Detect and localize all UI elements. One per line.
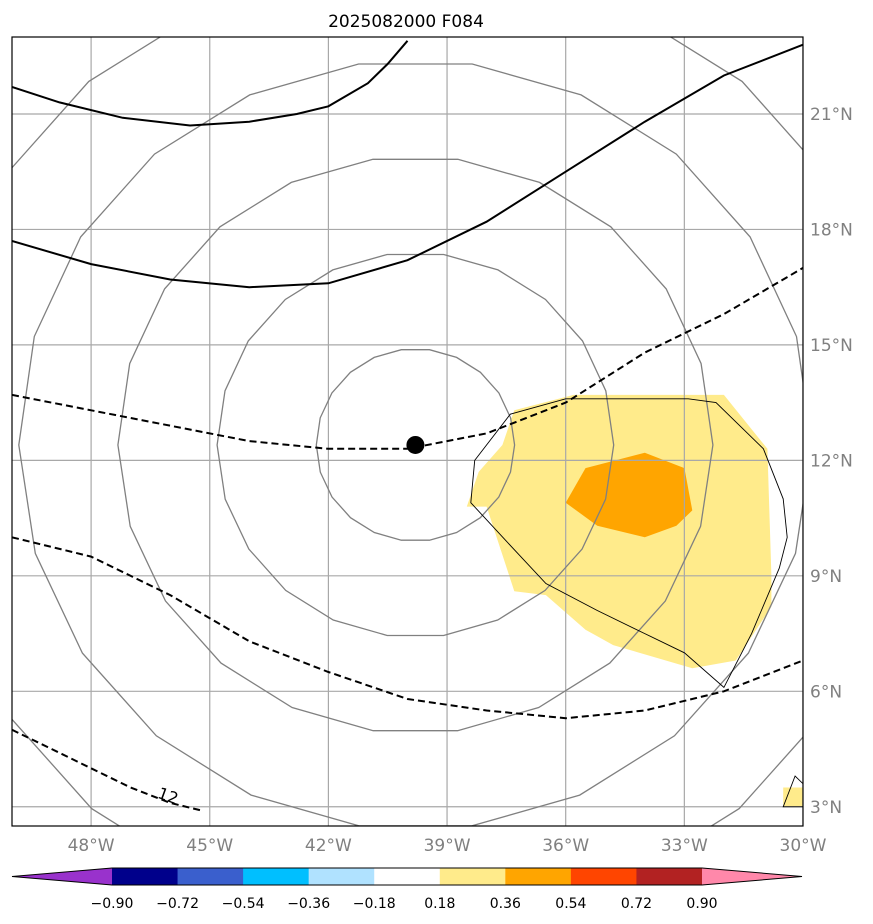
plot-frame (11, 36, 804, 827)
gridlines (12, 37, 803, 826)
solid-contour-1 (12, 43, 803, 289)
colorbar-swatch-1 (177, 868, 244, 885)
shaded-anomaly-layer (466, 394, 803, 807)
outline-contour-1 (782, 775, 803, 808)
y-tick-label-4: 15°N (810, 336, 853, 356)
x-tick-label-5: 33°W (661, 836, 708, 856)
colorbar-swatch-5 (439, 868, 506, 885)
colorbar-tick-label-9: 0.90 (686, 896, 717, 912)
colorbar-tick-label-8: 0.72 (621, 896, 652, 912)
chart-title: 2025082000 F084 (328, 12, 484, 32)
colorbar-swatch-3 (308, 868, 375, 885)
x-tick-label-6: 30°W (780, 836, 827, 856)
dashed-contour-2 (12, 728, 203, 812)
colorbar-tick-label-0: −0.90 (91, 896, 134, 912)
storm-center-dot (406, 435, 425, 454)
colorbar-frame (11, 867, 803, 886)
colorbar-extend-low (12, 868, 112, 885)
colorbar-swatch-8 (636, 868, 703, 885)
y-tick-label-0: 3°N (810, 798, 842, 818)
solid-contours (12, 40, 803, 289)
outline-contours (470, 398, 803, 808)
x-tick-label-2: 42°W (305, 836, 352, 856)
colorbar-tick-label-1: −0.72 (156, 896, 199, 912)
x-tick-label-0: 48°W (68, 836, 115, 856)
colorbar-tick-label-3: −0.36 (287, 896, 330, 912)
colorbar-tick-label-6: 0.36 (490, 896, 521, 912)
shaded-region-2 (783, 787, 803, 807)
colorbar-tick-label-7: 0.54 (555, 896, 586, 912)
y-tick-label-6: 21°N (810, 105, 853, 125)
colorbar-swatch-7 (570, 868, 637, 885)
x-tick-label-3: 39°W (424, 836, 471, 856)
colorbar-swatch-6 (505, 868, 572, 885)
range-ring-1 (216, 253, 615, 637)
outline-contour-0 (470, 398, 788, 689)
colorbar-tick-label-2: −0.54 (222, 896, 265, 912)
y-tick-label-2: 9°N (810, 567, 842, 587)
center-marker (406, 435, 425, 454)
dashed-contour-1 (12, 536, 803, 720)
range-ring-2 (117, 158, 714, 732)
colorbar-tick-label-4: −0.18 (353, 896, 396, 912)
colorbar-extend-high (702, 868, 802, 885)
x-tick-labels: 48°W 45°W 42°W 39°W 36°W 33°W 30°W (68, 836, 827, 856)
solid-contour-0 (12, 40, 409, 127)
colorbar-tick-label-5: 0.18 (424, 896, 455, 912)
y-tick-labels: 3°N 6°N 9°N 12°N 15°N 18°N 21°N (810, 105, 853, 818)
colorbar: −0.90 −0.72 −0.54 −0.36 −0.18 0.18 0.36 0.54 0.7… (11, 867, 803, 912)
y-tick-label-3: 12°N (810, 451, 853, 471)
y-tick-label-5: 18°N (810, 220, 853, 240)
colorbar-swatch-2 (243, 868, 310, 885)
range-ring-3 (18, 63, 803, 826)
x-tick-label-4: 36°W (542, 836, 589, 856)
shaded-region-0 (466, 394, 772, 669)
x-tick-label-1: 45°W (186, 836, 233, 856)
y-tick-label-1: 6°N (810, 682, 842, 702)
colorbar-swatch-0 (112, 868, 179, 885)
range-ring-0 (315, 349, 516, 541)
colorbar-swatch-4 (374, 868, 441, 885)
